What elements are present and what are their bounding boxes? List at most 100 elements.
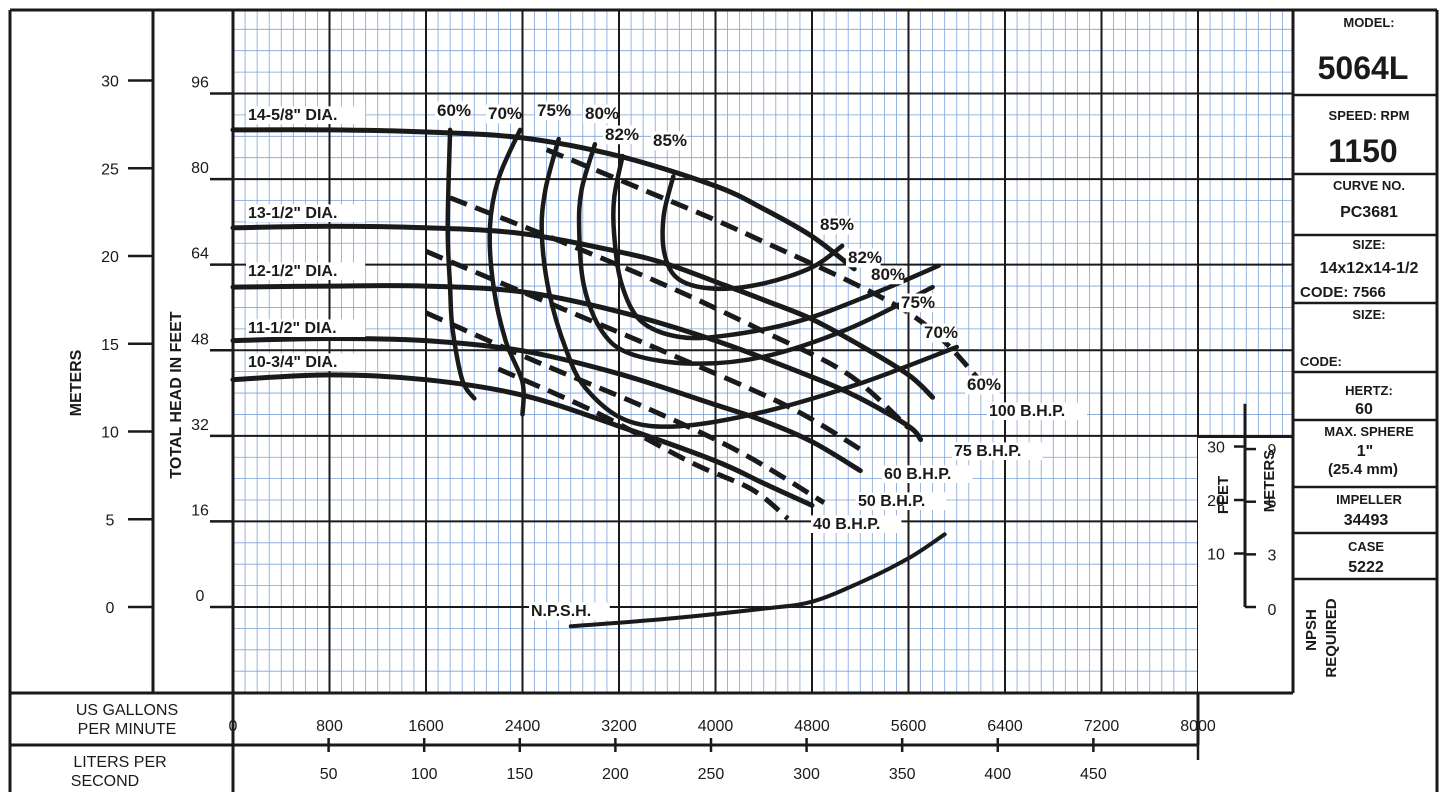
head-curve-3 <box>230 335 863 474</box>
model-label: MODEL: <box>1343 15 1394 30</box>
head-curve-label: 12-1/2" DIA. <box>248 263 337 280</box>
info-panel: MODEL: 5064L SPEED: RPM 1150 CURVE NO. P… <box>1300 15 1418 576</box>
bhp-curve-0 <box>545 147 983 384</box>
speed-value: 1150 <box>1328 133 1397 169</box>
head-curve-label-bg <box>246 106 366 124</box>
lps-tick-label: 250 <box>698 766 725 783</box>
efficiency-label-top-bg <box>651 131 686 151</box>
gpm-tick-label: 6400 <box>987 718 1023 735</box>
meters-tick-label: 30 <box>101 74 119 91</box>
npsh-required-line1: NPSH <box>1303 609 1320 651</box>
bhp-label-bg <box>811 515 902 533</box>
efficiency-curve-2 <box>539 136 960 429</box>
bhp-label-bg <box>952 442 1043 460</box>
gpm-tick-label: 3200 <box>601 718 637 735</box>
bhp-curve-4 <box>497 366 790 521</box>
gpm-title-line1: US GALLONS <box>76 702 178 719</box>
bhp-label: 40 B.H.P. <box>813 516 880 533</box>
efficiency-label-right-bg <box>922 323 957 343</box>
impeller-label: IMPELLER <box>1336 492 1402 507</box>
npsh-meters-title: METERS <box>1261 450 1278 513</box>
efficiency-label-right: 82% <box>848 248 882 267</box>
head-curve-label: 11-1/2" DIA. <box>248 320 337 337</box>
lps-tick-label: 300 <box>793 766 820 783</box>
meters-tick-label: 15 <box>101 337 119 354</box>
efficiency-label-top: 60% <box>437 101 471 120</box>
head-axis-title: TOTAL HEAD IN FEET <box>168 311 185 478</box>
feet-tick-label: 48 <box>191 331 209 348</box>
gpm-tick-label: 0 <box>229 718 238 735</box>
max-sphere-value: 1" <box>1357 443 1373 460</box>
bhp-curve-2 <box>425 248 862 452</box>
head-curve-label-bg <box>246 262 366 280</box>
efficiency-label-right: 75% <box>901 293 935 312</box>
size-label: SIZE: <box>1352 237 1385 252</box>
efficiency-label-top: 80% <box>585 104 619 123</box>
code2-label: CODE: <box>1300 354 1342 369</box>
hertz-label: HERTZ: <box>1345 383 1393 398</box>
lps-tick-label: 50 <box>320 766 338 783</box>
efficiency-label-right: 70% <box>924 323 958 342</box>
bhp-label-bg <box>856 492 947 510</box>
efficiency-label-top: 70% <box>488 104 522 123</box>
efficiency-label-right-bg <box>899 293 934 313</box>
npsh-meter-label: 6 <box>1268 495 1277 512</box>
lps-tick-label: 100 <box>411 766 438 783</box>
npsh-curve <box>568 532 947 629</box>
lps-tick-label: 150 <box>506 766 533 783</box>
gpm-tick-label: 8000 <box>1180 718 1216 735</box>
head-curve-2 <box>230 283 924 443</box>
lps-title-line1: LITERS PER <box>73 754 166 771</box>
curve-no-label: CURVE NO. <box>1333 178 1405 193</box>
feet-tick-label: 64 <box>191 246 209 263</box>
efficiency-curve-5 <box>660 174 845 292</box>
max-sphere-metric: (25.4 mm) <box>1328 461 1398 478</box>
bhp-label: 50 B.H.P. <box>858 493 925 510</box>
head-curve-label-bg <box>246 204 366 222</box>
lps-title-line2: SECOND <box>71 773 139 790</box>
head-curve-label: 14-5/8" DIA. <box>248 107 337 124</box>
meters-axis-title: METERS <box>68 349 85 416</box>
npsh-required-line2: REQUIRED <box>1323 598 1340 677</box>
head-curve-label-bg <box>246 319 366 337</box>
efficiency-label-top-bg <box>486 104 521 124</box>
efficiency-label-right-bg <box>846 248 881 268</box>
feet-tick-label: 16 <box>191 502 209 519</box>
head-curve-label: 10-3/4" DIA. <box>248 354 337 371</box>
gpm-tick-label: 7200 <box>1084 718 1120 735</box>
gpm-tick-label: 5600 <box>891 718 927 735</box>
case-value: 5222 <box>1348 559 1384 576</box>
bhp-label: 100 B.H.P. <box>989 403 1065 420</box>
bhp-curve-1 <box>449 195 911 430</box>
npsh-feet-label: 20 <box>1207 493 1225 510</box>
efficiency-label-top-bg <box>435 101 470 121</box>
efficiency-label-top: 82% <box>605 125 639 144</box>
feet-tick-label: 0 <box>196 588 205 605</box>
head-curve-4 <box>230 372 815 508</box>
gpm-tick-label: 1600 <box>408 718 444 735</box>
head-curve-label-bg <box>246 353 366 371</box>
efficiency-label-top-bg <box>535 101 570 121</box>
efficiency-label-right: 60% <box>967 375 1001 394</box>
max-sphere-label: MAX. SPHERE <box>1324 424 1414 439</box>
efficiency-curve-0 <box>445 127 477 401</box>
bhp-label: 75 B.H.P. <box>954 443 1021 460</box>
lps-tick-label: 450 <box>1080 766 1107 783</box>
feet-tick-label: 80 <box>191 160 209 177</box>
npsh-meter-label: 9 <box>1268 442 1277 459</box>
efficiency-label-top-bg <box>603 125 638 145</box>
speed-label: SPEED: RPM <box>1329 108 1410 123</box>
efficiency-label-top: 85% <box>653 131 687 150</box>
meters-tick-label: 25 <box>101 161 119 178</box>
gpm-tick-label: 4800 <box>794 718 830 735</box>
gpm-tick-label: 4000 <box>698 718 734 735</box>
efficiency-label-top: 75% <box>537 101 571 120</box>
impeller-value: 34493 <box>1344 512 1389 529</box>
feet-tick-label: 96 <box>191 75 209 92</box>
size-value: 14x12x14-1/2 <box>1320 260 1419 277</box>
efficiency-curve-3 <box>576 142 935 366</box>
hertz-value: 60 <box>1355 401 1373 418</box>
efficiency-label-top-bg <box>583 104 618 124</box>
